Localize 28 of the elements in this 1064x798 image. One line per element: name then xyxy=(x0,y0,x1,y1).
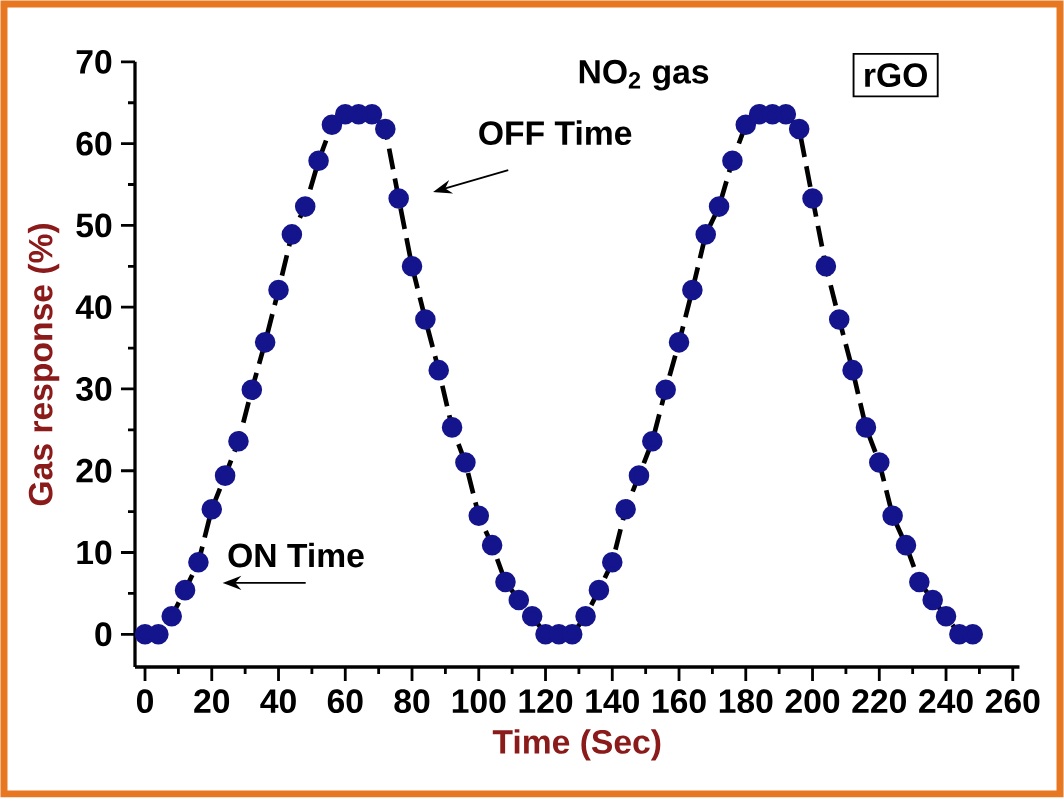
y-tick-label: 40 xyxy=(75,295,112,320)
y-tick-label: 20 xyxy=(76,458,112,483)
x-tick-label: 80 xyxy=(394,689,430,714)
x-tick-label: 180 xyxy=(719,689,773,714)
y-tick-label: 10 xyxy=(77,540,112,565)
annotation: OFF Time xyxy=(479,120,632,146)
y-tick-label: 0 xyxy=(95,622,112,647)
x-tick-label: 220 xyxy=(852,689,906,714)
y-axis-title: Gas response (%) xyxy=(27,224,60,506)
x-tick-label: 160 xyxy=(653,689,706,714)
annotation: ON Time xyxy=(228,542,364,568)
x-tick-label: 260 xyxy=(985,689,1040,714)
x-tick-label: 20 xyxy=(194,689,230,714)
x-tick-label: 40 xyxy=(260,689,296,714)
x-tick-label: 100 xyxy=(452,689,506,714)
x-tick-label: 240 xyxy=(919,689,973,714)
x-axis-title: Time (Sec) xyxy=(492,729,661,761)
y-tick-label: 50 xyxy=(76,213,112,238)
x-tick-label: 120 xyxy=(519,689,573,714)
x-tick-label: 0 xyxy=(136,689,153,714)
annotation: rGO xyxy=(865,63,927,88)
annotation: NO$_{2}$ gas xyxy=(579,59,709,91)
y-tick-label: 60 xyxy=(76,131,112,156)
x-tick-label: 140 xyxy=(586,689,639,714)
x-tick-label: 200 xyxy=(785,689,840,714)
x-tick-label: 60 xyxy=(327,689,363,714)
y-tick-label: 70 xyxy=(76,49,112,74)
y-tick-label: 30 xyxy=(76,377,112,401)
